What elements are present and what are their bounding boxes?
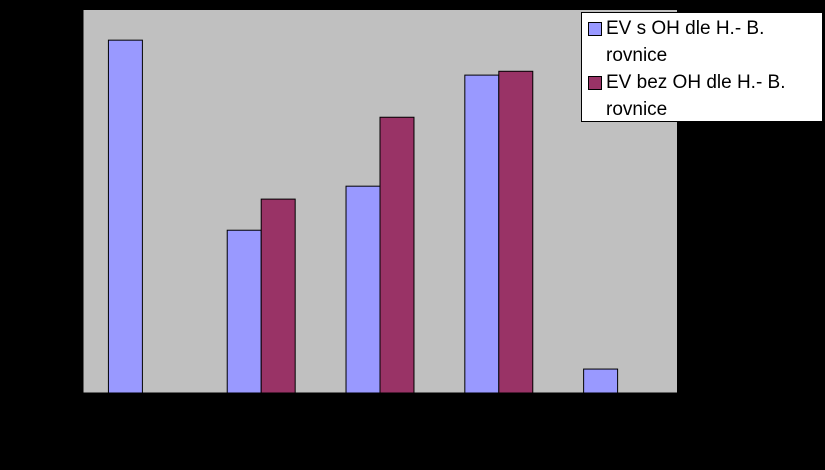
legend-label: EV bez OH dle H.- B. rovnice [606, 72, 786, 120]
legend-swatch [588, 22, 602, 36]
legend-label: EV s OH dle H.- B. rovnice [606, 18, 765, 66]
bar [260, 198, 296, 394]
bar [498, 70, 534, 394]
bar [107, 39, 143, 394]
legend: EV s OH dle H.- B. rovnice EV bez OH dle … [581, 12, 823, 122]
bar [583, 368, 619, 394]
bar [379, 116, 415, 394]
legend-entry: EV s OH dle H.- B. rovnice [586, 15, 822, 69]
bar [464, 74, 500, 394]
bar [226, 229, 262, 394]
legend-swatch [588, 76, 602, 90]
legend-entry: EV bez OH dle H.- B. rovnice [586, 69, 822, 123]
bar [345, 185, 381, 394]
